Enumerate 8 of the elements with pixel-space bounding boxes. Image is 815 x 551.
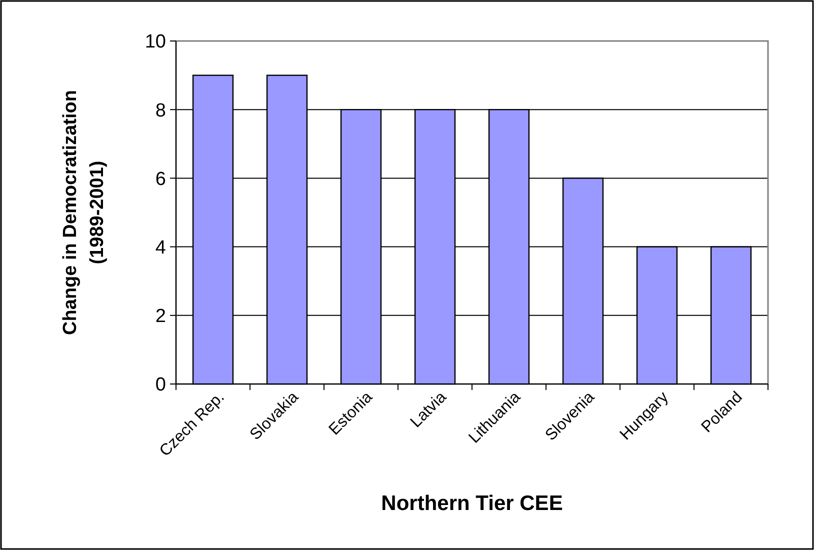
y-tick-label: 6 <box>155 168 166 190</box>
y-tick-label: 10 <box>144 32 166 53</box>
y-tick-label: 8 <box>155 100 166 122</box>
y-tick-label: 4 <box>155 237 166 258</box>
y-axis-title: Change in Democratization (1989-2001) <box>60 90 108 335</box>
x-axis-title: Northern Tier CEE <box>381 492 563 515</box>
y-tick-label: 0 <box>155 374 166 396</box>
y-tick-label: 2 <box>155 306 166 328</box>
